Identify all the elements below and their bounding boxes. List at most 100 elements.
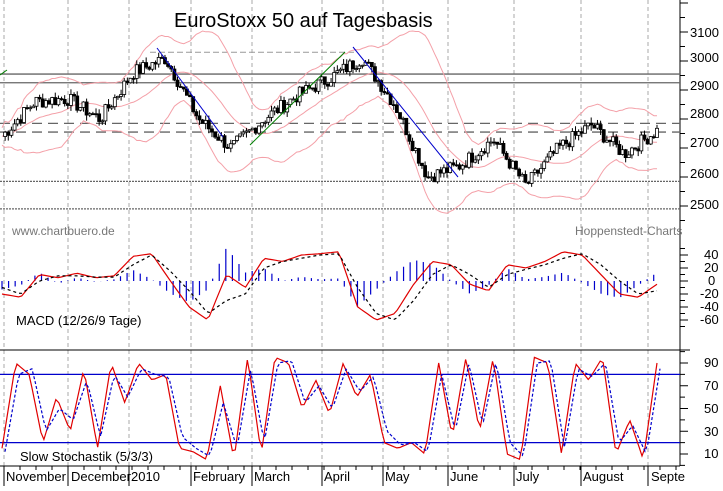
y-tick-2600: 2600 bbox=[690, 166, 719, 181]
candle-bearish bbox=[636, 148, 641, 152]
macd-tick-m40: -40 bbox=[700, 299, 719, 314]
candle-bullish bbox=[203, 120, 208, 124]
candle-bearish bbox=[131, 77, 136, 80]
candle-bullish bbox=[288, 98, 293, 106]
candle-bearish bbox=[147, 66, 152, 70]
watermark-left: www.chartbuero.de bbox=[12, 224, 115, 238]
candle-bullish bbox=[435, 169, 440, 183]
x-tick-september: Septe bbox=[651, 469, 685, 484]
candle-bearish bbox=[125, 80, 130, 84]
candle-bearish bbox=[463, 165, 468, 168]
stoch-d-line bbox=[4, 360, 661, 457]
candle-bullish bbox=[232, 140, 236, 145]
candle-bearish bbox=[326, 83, 330, 87]
x-tick-november: November bbox=[6, 469, 66, 484]
candle-bearish bbox=[222, 135, 227, 148]
candle-bearish bbox=[40, 98, 45, 108]
candle-bearish bbox=[391, 104, 396, 107]
candle-bullish bbox=[156, 57, 161, 65]
candle-bearish bbox=[501, 143, 506, 154]
candle-bearish bbox=[181, 86, 186, 90]
macd-tick-m60: -60 bbox=[700, 312, 719, 327]
macd-tick-40: 40 bbox=[704, 247, 719, 262]
candle-bearish bbox=[482, 151, 487, 154]
macd-tick-0: 0 bbox=[708, 273, 716, 288]
candle-bearish bbox=[592, 124, 597, 129]
candle-bearish bbox=[589, 122, 594, 126]
candle-bearish bbox=[18, 119, 23, 123]
candle-bearish bbox=[47, 100, 51, 105]
candle-bullish bbox=[34, 96, 39, 107]
candle-bearish bbox=[420, 162, 424, 166]
candle-bearish bbox=[567, 143, 572, 148]
candle-bearish bbox=[410, 140, 415, 151]
candle-bullish bbox=[542, 161, 547, 169]
x-tick-may: May bbox=[385, 469, 410, 484]
candle-bearish bbox=[210, 128, 214, 133]
candle-bearish bbox=[194, 111, 199, 117]
candle-bullish bbox=[329, 82, 333, 87]
candle-bullish bbox=[250, 127, 255, 131]
candle-bullish bbox=[141, 62, 145, 74]
stoch-tick-90: 90 bbox=[704, 355, 719, 370]
candle-bullish bbox=[15, 119, 20, 125]
candle-bullish bbox=[235, 135, 239, 141]
candle-bullish bbox=[595, 124, 600, 129]
candle-bullish bbox=[119, 94, 123, 97]
candle-bullish bbox=[50, 97, 55, 105]
candle-bearish bbox=[72, 94, 76, 97]
candle-bearish bbox=[37, 96, 42, 100]
candle-bullish bbox=[639, 134, 644, 152]
candle-bullish bbox=[43, 100, 48, 108]
candle-bullish bbox=[655, 127, 659, 138]
candle-bullish bbox=[476, 155, 481, 161]
candle-bearish bbox=[454, 164, 459, 167]
trendline-down-1 bbox=[156, 47, 224, 138]
candle-bearish bbox=[614, 136, 619, 145]
candle-bearish bbox=[344, 63, 349, 73]
candle-bullish bbox=[103, 104, 108, 122]
x-tick-june: June bbox=[450, 469, 479, 484]
candle-bullish bbox=[630, 147, 634, 156]
y-tick-2700: 2700 bbox=[690, 135, 719, 150]
y-tick-3100: 3100 bbox=[690, 25, 719, 40]
macd-tick-20: 20 bbox=[704, 260, 719, 275]
candle-bullish bbox=[586, 122, 590, 127]
candle-bearish bbox=[159, 57, 164, 59]
candle-bearish bbox=[382, 91, 387, 93]
candle-bearish bbox=[144, 62, 149, 68]
candle-bearish bbox=[438, 169, 443, 174]
candle-bullish bbox=[263, 121, 268, 124]
candle-bullish bbox=[583, 125, 587, 134]
candle-bullish bbox=[244, 130, 249, 133]
candle-bullish bbox=[479, 151, 484, 157]
candle-bullish bbox=[648, 136, 653, 145]
candle-bearish bbox=[601, 129, 606, 143]
candle-bearish bbox=[523, 174, 528, 183]
candle-bullish bbox=[134, 64, 139, 79]
candle-bearish bbox=[517, 168, 522, 177]
candle-bearish bbox=[526, 181, 531, 184]
candle-bearish bbox=[633, 147, 637, 150]
candle-bullish bbox=[532, 169, 537, 173]
candle-bearish bbox=[310, 87, 315, 90]
candle-bearish bbox=[504, 152, 509, 160]
candle-bearish bbox=[6, 131, 11, 136]
candle-bullish bbox=[347, 60, 352, 73]
candle-bearish bbox=[423, 165, 427, 178]
candle-bearish bbox=[398, 112, 402, 119]
candle-bullish bbox=[467, 152, 471, 168]
candle-bullish bbox=[620, 149, 625, 155]
candle-bearish bbox=[608, 139, 612, 143]
candle-bullish bbox=[357, 65, 362, 69]
trendline-up-stub bbox=[0, 69, 8, 76]
candle-bullish bbox=[529, 172, 534, 184]
candle-bearish bbox=[137, 64, 142, 74]
stochastic-label: Slow Stochastik (5/3/3) bbox=[20, 449, 153, 464]
candle-bearish bbox=[645, 138, 650, 145]
candle-bearish bbox=[598, 124, 603, 131]
candle-bullish bbox=[441, 167, 446, 174]
candle-bullish bbox=[81, 101, 86, 108]
macd-signal-line bbox=[1, 253, 658, 321]
candle-bearish bbox=[106, 104, 111, 109]
